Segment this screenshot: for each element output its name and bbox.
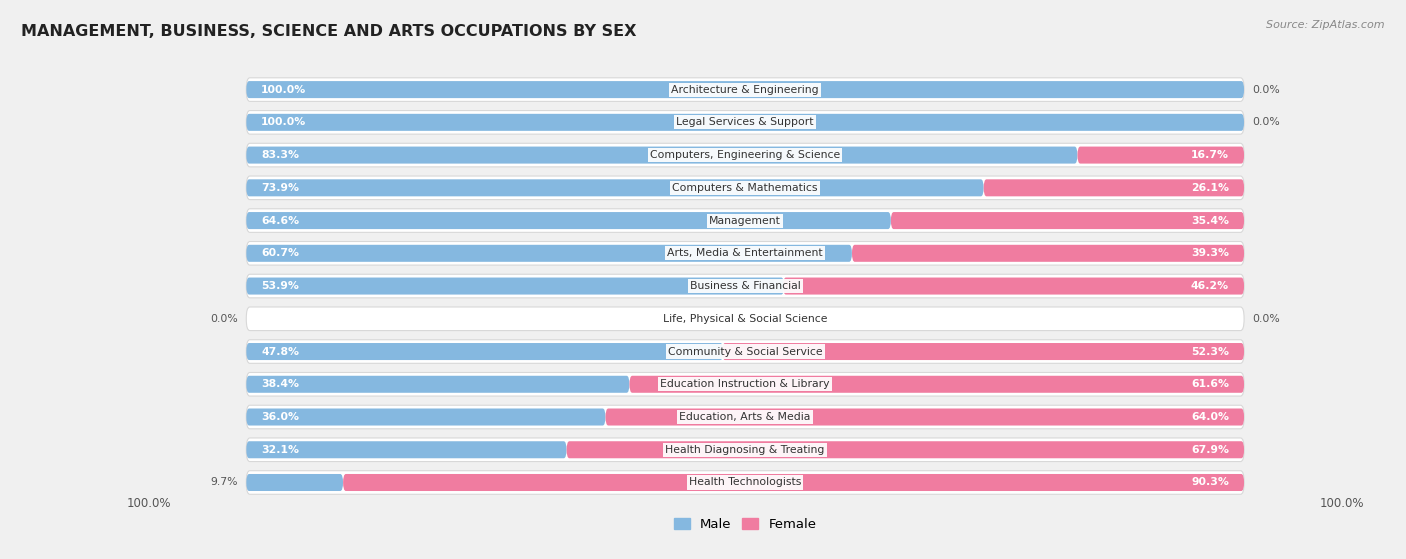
FancyBboxPatch shape (246, 111, 1244, 134)
FancyBboxPatch shape (246, 241, 1244, 265)
FancyBboxPatch shape (246, 471, 1244, 494)
FancyBboxPatch shape (246, 474, 343, 491)
FancyBboxPatch shape (246, 179, 984, 196)
Text: Management: Management (709, 216, 782, 226)
FancyBboxPatch shape (246, 409, 606, 425)
Text: 0.0%: 0.0% (211, 314, 238, 324)
FancyBboxPatch shape (891, 212, 1244, 229)
Text: Computers, Engineering & Science: Computers, Engineering & Science (650, 150, 841, 160)
FancyBboxPatch shape (246, 405, 1244, 429)
FancyBboxPatch shape (246, 307, 1244, 330)
FancyBboxPatch shape (984, 179, 1244, 196)
FancyBboxPatch shape (246, 78, 1244, 101)
FancyBboxPatch shape (246, 274, 1244, 298)
Text: Business & Financial: Business & Financial (690, 281, 800, 291)
Text: 9.7%: 9.7% (211, 477, 238, 487)
FancyBboxPatch shape (246, 143, 1244, 167)
Text: 39.3%: 39.3% (1191, 248, 1229, 258)
FancyBboxPatch shape (246, 340, 1244, 363)
Text: 36.0%: 36.0% (262, 412, 299, 422)
Text: 100.0%: 100.0% (262, 117, 307, 127)
FancyBboxPatch shape (246, 441, 567, 458)
Text: Health Technologists: Health Technologists (689, 477, 801, 487)
Text: 52.3%: 52.3% (1191, 347, 1229, 357)
FancyBboxPatch shape (343, 474, 1244, 491)
Text: Computers & Mathematics: Computers & Mathematics (672, 183, 818, 193)
Text: Legal Services & Support: Legal Services & Support (676, 117, 814, 127)
FancyBboxPatch shape (246, 114, 1244, 131)
Text: Architecture & Engineering: Architecture & Engineering (672, 84, 818, 94)
FancyBboxPatch shape (606, 409, 1244, 425)
FancyBboxPatch shape (246, 176, 1244, 200)
Text: 83.3%: 83.3% (262, 150, 299, 160)
Text: 64.6%: 64.6% (262, 216, 299, 226)
Text: 60.7%: 60.7% (262, 248, 299, 258)
Text: 61.6%: 61.6% (1191, 379, 1229, 389)
Text: 53.9%: 53.9% (262, 281, 299, 291)
Text: 0.0%: 0.0% (1253, 314, 1279, 324)
Text: 47.8%: 47.8% (262, 347, 299, 357)
FancyBboxPatch shape (246, 277, 785, 295)
FancyBboxPatch shape (246, 372, 1244, 396)
Text: Life, Physical & Social Science: Life, Physical & Social Science (664, 314, 827, 324)
Text: 32.1%: 32.1% (262, 445, 299, 455)
FancyBboxPatch shape (1077, 146, 1244, 164)
FancyBboxPatch shape (783, 277, 1244, 295)
Text: 16.7%: 16.7% (1191, 150, 1229, 160)
FancyBboxPatch shape (852, 245, 1244, 262)
FancyBboxPatch shape (567, 441, 1244, 458)
Text: Arts, Media & Entertainment: Arts, Media & Entertainment (668, 248, 823, 258)
Text: Education, Arts & Media: Education, Arts & Media (679, 412, 811, 422)
Text: 0.0%: 0.0% (1253, 117, 1279, 127)
FancyBboxPatch shape (723, 343, 1244, 360)
Text: MANAGEMENT, BUSINESS, SCIENCE AND ARTS OCCUPATIONS BY SEX: MANAGEMENT, BUSINESS, SCIENCE AND ARTS O… (21, 25, 637, 40)
FancyBboxPatch shape (246, 212, 891, 229)
Legend: Male, Female: Male, Female (668, 513, 823, 537)
FancyBboxPatch shape (246, 146, 1077, 164)
Text: 100.0%: 100.0% (1319, 498, 1364, 510)
Text: 35.4%: 35.4% (1191, 216, 1229, 226)
FancyBboxPatch shape (246, 209, 1244, 233)
Text: Health Diagnosing & Treating: Health Diagnosing & Treating (665, 445, 825, 455)
FancyBboxPatch shape (246, 343, 723, 360)
Text: 73.9%: 73.9% (262, 183, 299, 193)
Text: 100.0%: 100.0% (127, 498, 172, 510)
FancyBboxPatch shape (246, 376, 630, 393)
Text: Source: ZipAtlas.com: Source: ZipAtlas.com (1267, 20, 1385, 30)
Text: 100.0%: 100.0% (262, 84, 307, 94)
Text: 26.1%: 26.1% (1191, 183, 1229, 193)
Text: 90.3%: 90.3% (1191, 477, 1229, 487)
Text: 46.2%: 46.2% (1191, 281, 1229, 291)
Text: 0.0%: 0.0% (1253, 84, 1279, 94)
FancyBboxPatch shape (246, 81, 1244, 98)
FancyBboxPatch shape (246, 245, 852, 262)
Text: Education Instruction & Library: Education Instruction & Library (661, 379, 830, 389)
Text: 38.4%: 38.4% (262, 379, 299, 389)
Text: Community & Social Service: Community & Social Service (668, 347, 823, 357)
Text: 64.0%: 64.0% (1191, 412, 1229, 422)
Text: 67.9%: 67.9% (1191, 445, 1229, 455)
FancyBboxPatch shape (630, 376, 1244, 393)
FancyBboxPatch shape (246, 438, 1244, 462)
